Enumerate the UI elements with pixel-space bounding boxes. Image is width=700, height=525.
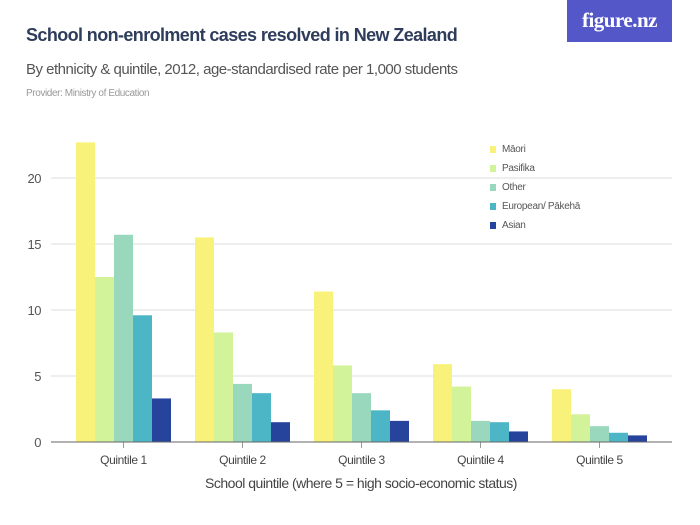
- y-tick-label: 0: [34, 435, 41, 450]
- x-tick-label: Quintile 3: [338, 453, 385, 467]
- bar-quintile-1-3: [133, 315, 152, 442]
- provider-text: Provider: Ministry of Education: [26, 88, 150, 99]
- chart-subtitle: By ethnicity & quintile, 2012, age-stand…: [26, 61, 458, 78]
- bar-quintile-4-3: [490, 422, 509, 442]
- legend-label: European/ Pākehā: [502, 201, 581, 212]
- legend-label: Pasifika: [502, 163, 535, 174]
- bar-quintile-4-1: [452, 386, 471, 442]
- bar-quintile-5-1: [571, 414, 590, 442]
- chart-title: School non-enrolment cases resolved in N…: [26, 25, 458, 45]
- bar-quintile-1-2: [114, 234, 133, 442]
- bar-quintile-3-2: [352, 393, 371, 442]
- x-tick-label: Quintile 1: [100, 453, 147, 467]
- legend-label: Māori: [502, 144, 526, 155]
- y-tick-label: 20: [28, 171, 42, 186]
- bar-quintile-1-4: [152, 398, 171, 442]
- x-tick-label: Quintile 5: [576, 453, 623, 467]
- bar-quintile-2-0: [195, 237, 214, 442]
- bar-quintile-2-3: [252, 393, 271, 442]
- y-tick-label: 10: [28, 303, 42, 318]
- y-tick-label: 5: [34, 369, 41, 384]
- legend-label: Other: [502, 182, 526, 193]
- bar-quintile-3-1: [333, 365, 352, 442]
- bar-quintile-1-1: [95, 277, 114, 442]
- legend-swatch: [490, 184, 496, 191]
- bar-quintile-2-2: [233, 383, 252, 442]
- legend-swatch: [490, 222, 496, 229]
- bar-quintile-2-4: [271, 422, 290, 442]
- legend-swatch: [490, 146, 496, 153]
- bar-quintile-5-3: [609, 432, 628, 442]
- bar-quintile-5-0: [552, 389, 571, 442]
- bar-quintile-4-4: [509, 431, 528, 442]
- bar-quintile-3-3: [371, 410, 390, 442]
- bar-quintile-5-2: [590, 426, 609, 442]
- bar-quintile-3-4: [390, 420, 409, 442]
- legend-label: Asian: [502, 220, 526, 231]
- bar-quintile-5-4: [628, 435, 647, 442]
- bar-quintile-4-2: [471, 420, 490, 442]
- bar-quintile-3-0: [314, 291, 333, 442]
- x-tick-label: Quintile 2: [219, 453, 266, 467]
- legend-swatch: [490, 203, 496, 210]
- bar-quintile-2-1: [214, 332, 233, 442]
- y-tick-label: 15: [28, 237, 42, 252]
- figure-nz-logo[interactable]: figure.nz: [567, 0, 672, 42]
- bar-quintile-1-0: [76, 142, 95, 443]
- x-tick-label: Quintile 4: [457, 453, 504, 467]
- x-axis-label: School quintile (where 5 = high socio-ec…: [205, 475, 517, 491]
- bar-quintile-4-0: [433, 364, 452, 442]
- legend-swatch: [490, 165, 496, 172]
